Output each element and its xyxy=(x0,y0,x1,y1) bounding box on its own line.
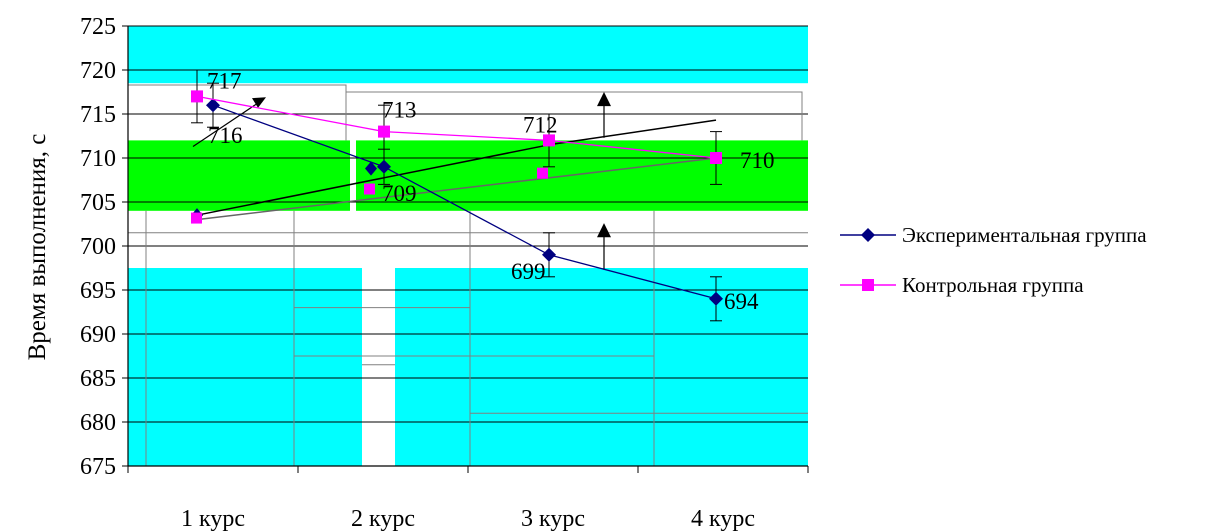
band-middle-green-left xyxy=(128,140,350,211)
point-marker xyxy=(377,159,391,174)
data-label: 716 xyxy=(208,123,243,148)
y-tick-label: 715 xyxy=(80,102,116,128)
y-tick-label: 685 xyxy=(80,366,116,392)
series-control xyxy=(191,69,722,185)
y-axis-title: Время выполнения, с xyxy=(24,134,51,361)
arrow-head-1-icon xyxy=(252,97,266,108)
legend-label-control: Контрольная группа xyxy=(902,272,1084,297)
point-marker xyxy=(543,134,555,147)
axes: 675 680 685 690 695 700 705 710 715 720 725 1 курс 2… xyxy=(80,14,809,531)
legend-item-control: Контрольная группа xyxy=(838,260,1147,310)
y-tick-label: 695 xyxy=(80,278,116,304)
background-bands xyxy=(128,26,808,466)
y-tick-label: 680 xyxy=(80,410,116,436)
legend: Экспериментальная группа Контрольная гру… xyxy=(838,210,1147,310)
series-line xyxy=(212,104,717,300)
data-label: 710 xyxy=(740,148,775,173)
point-marker xyxy=(206,98,220,113)
trend-marker-3 xyxy=(537,167,548,179)
x-tick-label: 3 курс xyxy=(521,506,585,531)
y-tick-label: 700 xyxy=(80,234,116,260)
y-tick-label: 690 xyxy=(80,322,116,348)
data-label: 713 xyxy=(382,98,417,123)
y-tick-label: 675 xyxy=(80,454,116,480)
y-tick-label: 705 xyxy=(80,190,116,216)
x-tick-label: 1 курс xyxy=(181,506,245,531)
overlay-box-2 xyxy=(346,91,803,141)
band-lower-cyan-left xyxy=(128,268,362,466)
decorative-overlay xyxy=(128,84,808,466)
y-tick-label: 720 xyxy=(80,58,116,84)
data-labels: 716 709 699 694 717 713 712 710 xyxy=(207,68,775,313)
arrow-line-1 xyxy=(192,101,261,148)
series-line xyxy=(196,95,717,159)
band-middle-green-right xyxy=(356,140,808,211)
arrow-head-3-icon xyxy=(597,92,611,107)
trend-line-1b xyxy=(548,119,717,146)
arrow-head-2-icon xyxy=(597,223,611,238)
trend-marker-2 xyxy=(364,183,375,195)
data-label: 712 xyxy=(523,112,558,137)
legend-square-marker-icon xyxy=(840,279,896,291)
data-label: 699 xyxy=(511,259,546,284)
series-layer xyxy=(191,69,723,322)
data-label: 709 xyxy=(382,181,417,206)
point-marker xyxy=(191,90,203,103)
x-tick-label: 2 курс xyxy=(351,506,415,531)
trend-marker-5 xyxy=(191,212,202,224)
data-label: 694 xyxy=(724,289,759,314)
legend-label-experimental: Экспериментальная группа xyxy=(902,222,1147,247)
y-tick-label: 710 xyxy=(80,146,116,172)
point-marker xyxy=(710,152,722,164)
legend-item-experimental: Экспериментальная группа xyxy=(838,210,1147,260)
point-marker xyxy=(709,291,723,306)
x-tick-label: 4 курс xyxy=(691,506,755,531)
point-marker xyxy=(378,125,390,138)
band-lower-cyan-right xyxy=(395,268,808,466)
trend-marker-1 xyxy=(365,161,377,176)
legend-diamond-marker-icon xyxy=(840,228,896,242)
y-tick-label: 725 xyxy=(80,14,116,40)
trend-line-1 xyxy=(196,144,550,216)
overlay-box-1 xyxy=(128,84,347,141)
data-label: 717 xyxy=(207,68,242,93)
point-marker xyxy=(542,247,556,262)
trend-line-2 xyxy=(196,157,717,221)
band-upper-cyan xyxy=(128,26,808,84)
